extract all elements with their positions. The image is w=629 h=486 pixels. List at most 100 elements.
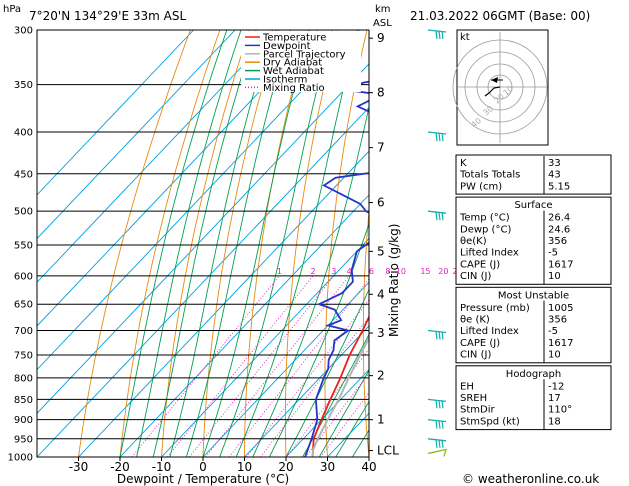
table-row-label: CAPE (J) bbox=[460, 338, 500, 349]
y-axis-label-right: Mixing Ratio (g/kg) bbox=[387, 224, 401, 337]
wet-adiabat bbox=[335, 400, 369, 457]
pressure-tick-label: 700 bbox=[14, 326, 33, 337]
pressure-tick-label: 500 bbox=[14, 207, 33, 218]
location-title: 7°20'N 134°29'E 33m ASL bbox=[29, 9, 186, 23]
isotherm bbox=[161, 237, 369, 457]
temp-tick-label: 40 bbox=[361, 460, 376, 474]
km-tick-label: 4 bbox=[377, 287, 385, 301]
pressure-tick-label: 950 bbox=[14, 434, 33, 445]
km-tick-label: 3 bbox=[377, 326, 385, 340]
wind-barb-shaft bbox=[427, 398, 447, 403]
hodograph-frame bbox=[456, 29, 549, 146]
pressure-tick-label: 400 bbox=[14, 128, 33, 139]
mixing-ratio-line bbox=[205, 275, 350, 457]
dry-adiabat bbox=[284, 30, 339, 457]
km-tick-label: 5 bbox=[377, 244, 385, 258]
temp-tick-label: 30 bbox=[320, 460, 335, 474]
pressure-tick-label: 450 bbox=[14, 169, 33, 180]
temperature-axis: -30 -20 -10 0 10 20 30 40 bbox=[69, 457, 377, 474]
table-row-label: StmDir bbox=[460, 405, 495, 416]
asl-unit: ASL bbox=[373, 18, 392, 29]
temperature-line bbox=[311, 314, 369, 457]
wind-barb-shaft bbox=[427, 131, 447, 135]
hodograph-indices-table bbox=[455, 365, 612, 431]
table-row-label: CIN (J) bbox=[460, 271, 491, 282]
wind-barb-flag bbox=[438, 420, 441, 429]
temp-tick-label: 10 bbox=[237, 460, 252, 474]
wet-adiabat bbox=[185, 30, 291, 457]
pressure-tick-label: 750 bbox=[14, 350, 33, 361]
legend-label: Dry Adiabat bbox=[263, 58, 322, 69]
isotherm bbox=[285, 368, 369, 457]
wind-barb-surface bbox=[427, 448, 447, 457]
km-tick-label: 2 bbox=[377, 369, 385, 383]
wind-barb-flag bbox=[441, 30, 444, 40]
mixing-ratio-label: 8 bbox=[385, 267, 390, 276]
pressure-axis: 300 350 400 450 500 550 600 650 700 750 800 850 900 9… bbox=[8, 26, 33, 464]
mixing-ratio-label: 6 bbox=[369, 267, 374, 276]
table-row-value: 5.15 bbox=[548, 181, 570, 192]
indices-tables: K 33 Totals Totals 43 PW (cm) 5.15 Surface Temp… bbox=[455, 154, 612, 431]
indices-table bbox=[455, 154, 612, 195]
pressure-tick-label: 600 bbox=[14, 271, 33, 282]
wind-barb-flag bbox=[441, 420, 444, 429]
surface-table bbox=[455, 196, 612, 285]
temp-tick-label: -10 bbox=[152, 460, 172, 474]
table-row-value: 10 bbox=[548, 271, 561, 282]
mixing-ratio-label: 15 bbox=[420, 267, 430, 276]
table-row-label: θe(K) bbox=[460, 236, 487, 247]
wet-adiabat bbox=[136, 30, 242, 457]
table-row-value: 356 bbox=[548, 315, 567, 326]
wind-barb-shaft bbox=[427, 329, 447, 334]
table-row-value: 1617 bbox=[548, 259, 573, 270]
temp-tick-label: 0 bbox=[199, 460, 207, 474]
wind-barb-flag bbox=[438, 132, 441, 142]
table-row-label: K bbox=[460, 158, 467, 169]
wind-barb-flag bbox=[438, 400, 441, 409]
isotherm bbox=[37, 30, 277, 283]
wind-barb-flag bbox=[441, 400, 444, 409]
wind-barb-flag bbox=[435, 331, 438, 340]
wind-barb-flag bbox=[438, 439, 441, 448]
table-row-value: 10 bbox=[548, 350, 561, 361]
table-row-label: Pressure (mb) bbox=[460, 303, 530, 314]
table-row-label: Lifted Index bbox=[460, 248, 519, 259]
wet-adiabat bbox=[302, 333, 369, 457]
km-tick-label: 8 bbox=[377, 86, 385, 100]
km-tick-label: 7 bbox=[377, 141, 385, 155]
datetime-title: 21.03.2022 06GMT (Base: 00) bbox=[410, 9, 590, 23]
table-row-label: Dewp (°C) bbox=[460, 224, 511, 235]
mixing-ratio-line bbox=[246, 299, 369, 457]
wind-barb-shaft bbox=[427, 438, 447, 442]
x-axis-label: Dewpoint / Temperature (°C) bbox=[117, 472, 289, 486]
wet-adiabat bbox=[318, 369, 369, 457]
wet-adiabat bbox=[285, 288, 369, 457]
wind-barb-flag bbox=[435, 439, 438, 448]
most-unstable-title: Most Unstable bbox=[498, 290, 569, 301]
table-row-value: 26.4 bbox=[548, 213, 570, 224]
table-row-value: 356 bbox=[548, 236, 567, 247]
wet-adiabat bbox=[119, 30, 228, 457]
isotherm bbox=[37, 30, 319, 327]
wind-barb-flag bbox=[435, 212, 438, 221]
mixing-ratio-labels: 12346810152025 bbox=[277, 267, 463, 276]
mixing-ratio-label: 3 bbox=[331, 267, 336, 276]
table-row-value: 33 bbox=[548, 158, 561, 169]
mixing-ratio-label: 2 bbox=[310, 267, 315, 276]
legend-label: Dewpoint bbox=[263, 41, 311, 52]
table-row-value: -12 bbox=[548, 381, 564, 392]
table-row-value: 110° bbox=[548, 405, 572, 416]
table-row-label: Totals Totals bbox=[459, 170, 520, 181]
pressure-tick-label: 800 bbox=[14, 373, 33, 384]
legend-box bbox=[241, 31, 361, 92]
wind-barb-flag bbox=[441, 212, 444, 221]
isotherm bbox=[37, 106, 369, 457]
wind-barbs bbox=[427, 29, 447, 457]
table-row-value: 43 bbox=[548, 170, 561, 181]
pressure-tick-label: 300 bbox=[14, 26, 33, 37]
isotherm bbox=[37, 30, 236, 240]
table-row-label: CAPE (J) bbox=[460, 259, 500, 270]
wind-barb-flag bbox=[438, 212, 441, 221]
